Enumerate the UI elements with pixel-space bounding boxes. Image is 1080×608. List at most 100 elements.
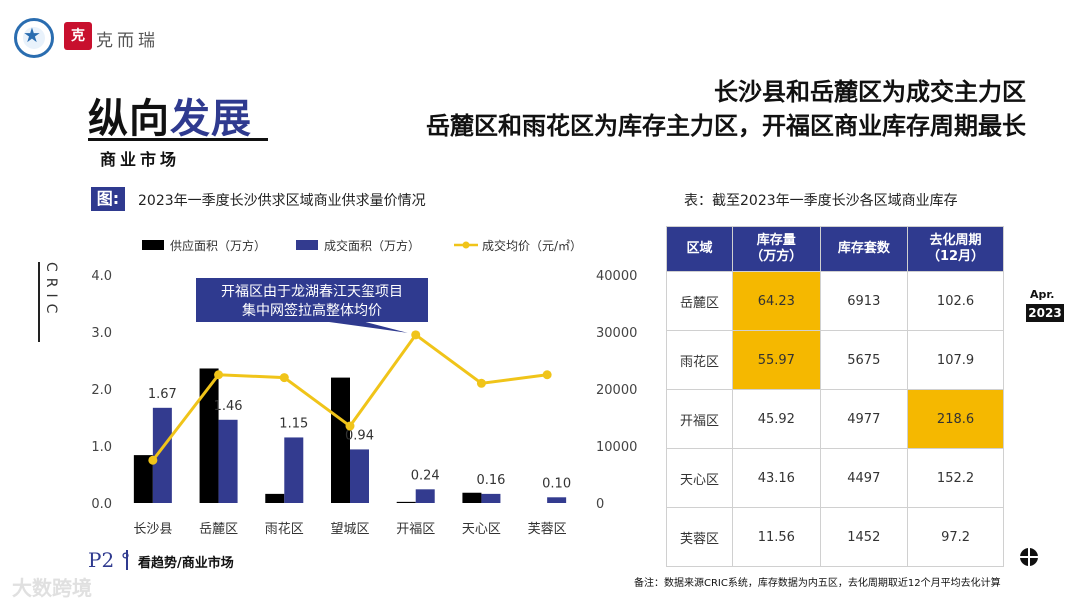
price-point bbox=[476, 378, 486, 388]
table-cell: 64.23 bbox=[732, 271, 821, 331]
table-cell: 4977 bbox=[819, 389, 909, 449]
star-icon: ★ bbox=[23, 23, 41, 47]
y-right-tick-label: 40000 bbox=[596, 269, 637, 284]
bar bbox=[415, 489, 435, 503]
page-title: 纵向发展 bbox=[88, 86, 252, 144]
supply-demand-chart: 供应面积（万方） 成交面积（万方） 成交均价（元/㎡） 0.0 1.0 2.0 3.0 4.… bbox=[91, 238, 637, 537]
table-cell: 岳麓区 bbox=[665, 271, 734, 331]
legend-swatch bbox=[142, 240, 164, 250]
headline-line1: 长沙县和岳麓区为成交主力区 bbox=[714, 78, 1026, 106]
side-label-text: CRIC bbox=[43, 262, 59, 320]
legend-swatch bbox=[296, 240, 318, 250]
x-tick-label: 芙蓉区 bbox=[528, 522, 567, 537]
y-left-tick-label: 2.0 bbox=[91, 383, 112, 398]
table-header-cell: 去化周期 （12月） bbox=[907, 226, 1004, 272]
x-tick-label: 天心区 bbox=[462, 522, 501, 537]
x-tick-label: 岳麓区 bbox=[199, 522, 238, 537]
side-label: CRIC bbox=[38, 262, 62, 342]
page-title-part1: 纵向 bbox=[88, 96, 170, 142]
table-body: 岳麓区 64.23 6913 102.6 雨花区 55.97 5675 107.9 开福区 45.… bbox=[665, 271, 1004, 567]
y-left-tick-label: 1.0 bbox=[91, 440, 112, 455]
globe-icon bbox=[1020, 548, 1038, 566]
table-header-text: 库存套数 bbox=[837, 241, 890, 256]
price-point bbox=[542, 370, 552, 380]
table-row: 雨花区 55.97 5675 107.9 bbox=[665, 330, 1004, 390]
table-cell: 218.6 bbox=[907, 389, 1004, 449]
table-cell: 11.56 bbox=[732, 507, 821, 567]
table-header-cell: 库存量 （万方） bbox=[732, 226, 821, 272]
chart-caption: 2023年一季度长沙供求区域商业供求量价情况 bbox=[138, 193, 426, 209]
table-cell: 97.2 bbox=[907, 507, 1004, 567]
y-left-tick-label: 3.0 bbox=[91, 326, 112, 341]
x-tick-label: 开福区 bbox=[396, 522, 435, 537]
table-row: 芙蓉区 11.56 1452 97.2 bbox=[665, 507, 1004, 567]
bar-data-label: 0.94 bbox=[345, 428, 374, 443]
price-point bbox=[279, 373, 289, 383]
table-cell: 芙蓉区 bbox=[665, 507, 734, 567]
table-row: 岳麓区 64.23 6913 102.6 bbox=[665, 271, 1004, 331]
table-row: 天心区 43.16 4497 152.2 bbox=[665, 448, 1004, 508]
page-divider bbox=[126, 550, 128, 570]
bar bbox=[199, 368, 219, 503]
table-header-text: 区域 bbox=[686, 241, 713, 256]
x-axis-labels: 长沙县 岳麓区 雨花区 望城区 开福区 天心区 芙蓉区 bbox=[133, 521, 566, 537]
table-cell: 开福区 bbox=[665, 389, 734, 449]
bar bbox=[350, 449, 369, 503]
price-point bbox=[148, 455, 158, 465]
table-header-row: 区域 库存量 （万方） 库存套数 去化周期 （12月） bbox=[665, 226, 1004, 272]
y-right-tick-label: 0 bbox=[596, 497, 604, 512]
y-left-tick-label: 0.0 bbox=[91, 497, 112, 512]
bar bbox=[481, 493, 501, 503]
y-right-tick-label: 30000 bbox=[596, 326, 637, 341]
figure-tag: 图: bbox=[91, 187, 125, 211]
price-point bbox=[214, 370, 224, 380]
table-header-text: （万方） bbox=[750, 249, 803, 264]
bar bbox=[462, 492, 482, 503]
legend-label: 成交均价（元/㎡） bbox=[482, 238, 582, 253]
page-title-part2: 发展 bbox=[170, 96, 252, 142]
date-badge-month: Apr. bbox=[1030, 288, 1055, 301]
legend-label: 成交面积（万方） bbox=[324, 238, 420, 253]
price-point bbox=[411, 330, 421, 340]
callout-box bbox=[196, 278, 428, 322]
legend-label: 供应面积（万方） bbox=[170, 238, 266, 253]
table-cell: 107.9 bbox=[907, 330, 1004, 390]
table-cell: 天心区 bbox=[665, 448, 734, 508]
callout-line2: 集中网签拉高整体均价 bbox=[242, 302, 382, 319]
table-cell: 5675 bbox=[819, 330, 909, 390]
y-right-tick-label: 10000 bbox=[596, 440, 637, 455]
footer-note: 备注：数据来源CRIC系统，库存数据为内五区，去化周期取近12个月平均去化计算 bbox=[634, 578, 1001, 589]
bar bbox=[547, 497, 567, 503]
date-badge-year: 2023 bbox=[1026, 304, 1064, 322]
logo: ★ bbox=[14, 18, 54, 58]
table-cell: 4497 bbox=[819, 448, 909, 508]
bar bbox=[331, 377, 350, 503]
table-cell: 102.6 bbox=[907, 271, 1004, 331]
table-cell: 雨花区 bbox=[665, 330, 734, 390]
y-axis-left: 0.0 1.0 2.0 3.0 4.0 bbox=[91, 269, 112, 512]
bar-data-label: 0.16 bbox=[476, 473, 505, 488]
title-underline bbox=[88, 138, 268, 141]
table-cell: 43.16 bbox=[732, 448, 821, 508]
callout-line1: 开福区由于龙湖春江天玺项目 bbox=[221, 284, 403, 300]
headline-line2: 岳麓区和雨花区为库存主力区，开福区商业库存周期最长 bbox=[426, 112, 1026, 140]
table-cell: 1452 bbox=[819, 507, 909, 567]
table-header-text: 去化周期 bbox=[929, 233, 982, 248]
bar-data-label: 1.15 bbox=[279, 416, 308, 431]
legend-swatch-dot bbox=[462, 241, 470, 249]
bar-data-label: 1.46 bbox=[214, 399, 243, 414]
table-caption: 表：截至2023年一季度长沙各区域商业库存 bbox=[684, 193, 958, 209]
x-tick-label: 望城区 bbox=[330, 521, 369, 537]
x-tick-label: 长沙县 bbox=[133, 522, 172, 537]
inventory-table: 区域 库存量 （万方） 库存套数 去化周期 （12月） 岳麓区 64.23 6913 102.6… bbox=[665, 226, 1004, 567]
y-left-tick-label: 4.0 bbox=[91, 269, 112, 284]
y-right-tick-label: 20000 bbox=[596, 383, 637, 398]
table-cell: 55.97 bbox=[732, 330, 821, 390]
footer-section: 看趋势/商业市场 bbox=[138, 556, 234, 571]
x-tick-label: 雨花区 bbox=[265, 521, 304, 537]
price-point bbox=[345, 421, 355, 431]
bar bbox=[265, 493, 285, 503]
bar bbox=[396, 501, 416, 503]
bar bbox=[133, 455, 153, 503]
